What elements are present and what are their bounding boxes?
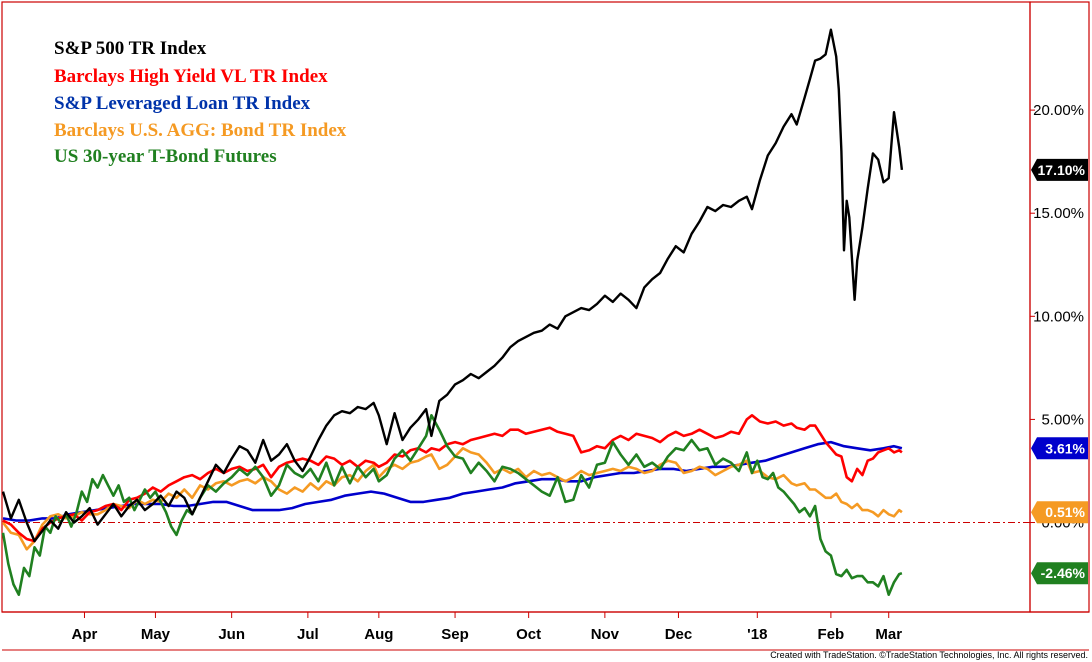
x-tick-label: Dec bbox=[665, 626, 693, 643]
x-tick-label: Apr bbox=[72, 626, 98, 643]
x-tick-label: May bbox=[141, 626, 171, 643]
badge-label: -2.46% bbox=[1041, 565, 1086, 581]
y-tick-label: 20.00% bbox=[1033, 102, 1084, 119]
badge-label: 3.61% bbox=[1045, 440, 1085, 456]
y-tick-label: 15.00% bbox=[1033, 205, 1084, 222]
credit-text: Created with TradeStation. ©TradeStation… bbox=[770, 650, 1088, 660]
legend-tbond: US 30-year T-Bond Futures bbox=[54, 146, 277, 167]
series-line-1 bbox=[2, 414, 903, 543]
badge-shape bbox=[1031, 562, 1088, 585]
legend-high-yield: Barclays High Yield VL TR Index bbox=[54, 66, 328, 87]
x-tick-label: Oct bbox=[516, 626, 541, 643]
x-tick-label: Mar bbox=[875, 626, 902, 643]
series-line-0 bbox=[1, 28, 904, 543]
legend: S&P 500 TR Index Barclays High Yield VL … bbox=[54, 38, 347, 167]
last-value-badge-3: 0.51% bbox=[1031, 501, 1088, 524]
y-tick-label: 10.00% bbox=[1033, 308, 1084, 325]
last-value-badge-0: 17.10% bbox=[1031, 158, 1088, 181]
x-tick-label: Nov bbox=[591, 626, 620, 643]
badge-label: 17.10% bbox=[1038, 162, 1086, 178]
legend-sp500: S&P 500 TR Index bbox=[54, 38, 207, 59]
series-line-4 bbox=[1, 414, 903, 596]
badge-shape bbox=[1031, 437, 1088, 460]
x-tick-label: Aug bbox=[364, 626, 393, 643]
x-tick-label: Jul bbox=[297, 626, 319, 643]
x-tick-label: Feb bbox=[818, 626, 845, 643]
legend-leveraged-loan: S&P Leveraged Loan TR Index bbox=[54, 93, 311, 114]
last-value-badge-4: -2.46% bbox=[1031, 562, 1088, 585]
y-tick-label: 5.00% bbox=[1041, 411, 1084, 428]
badge-shape bbox=[1031, 501, 1088, 524]
legend-agg-bond: Barclays U.S. AGG: Bond TR Index bbox=[54, 120, 347, 141]
x-tick-label: '18 bbox=[747, 626, 767, 643]
x-tick-label: Jun bbox=[218, 626, 245, 643]
badge-label: 0.51% bbox=[1045, 504, 1085, 520]
badge-shape bbox=[1031, 158, 1088, 181]
last-value-badge-2: 3.61% bbox=[1031, 437, 1088, 460]
x-tick-label: Sep bbox=[441, 626, 469, 643]
